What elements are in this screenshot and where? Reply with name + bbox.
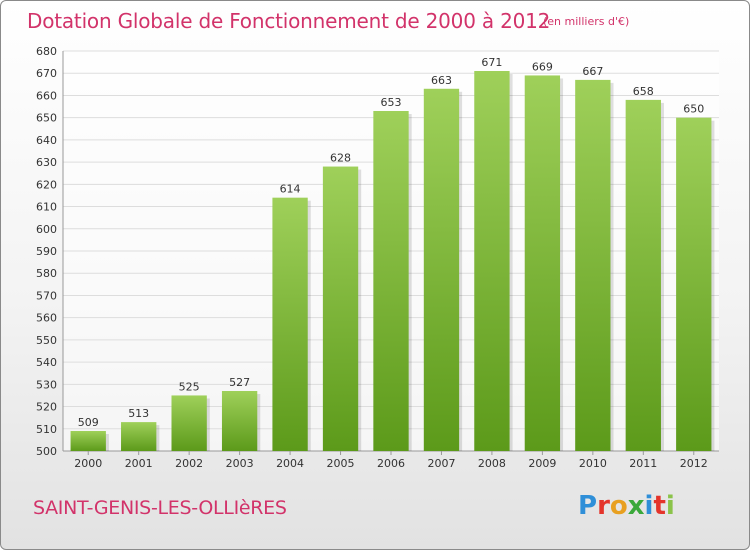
bar-2007 bbox=[423, 88, 460, 452]
commune-name: SAINT-GENIS-LES-OLLIèRES bbox=[33, 497, 287, 519]
data-label-2000: 509 bbox=[78, 416, 99, 429]
y-tick-label: 660 bbox=[36, 89, 57, 102]
x-tick-label: 2006 bbox=[377, 457, 405, 470]
data-label-2006: 653 bbox=[381, 96, 402, 109]
y-tick-label: 520 bbox=[36, 401, 57, 414]
data-label-2012: 650 bbox=[683, 103, 704, 116]
y-tick-label: 510 bbox=[36, 423, 57, 436]
x-tick-label: 2004 bbox=[276, 457, 304, 470]
x-tick-label: 2001 bbox=[125, 457, 153, 470]
data-label-2007: 663 bbox=[431, 74, 452, 87]
x-tick-label: 2010 bbox=[579, 457, 607, 470]
data-label-2001: 513 bbox=[128, 407, 149, 420]
y-tick-label: 570 bbox=[36, 289, 57, 302]
bar-2010 bbox=[575, 79, 611, 451]
x-tick-label: 2005 bbox=[327, 457, 355, 470]
logo-letter: P bbox=[578, 491, 598, 521]
bar-2002 bbox=[171, 395, 207, 451]
y-tick-label: 500 bbox=[36, 445, 57, 458]
proxiti-logo: Proxiti bbox=[578, 491, 675, 521]
logo-letter: t bbox=[653, 491, 666, 521]
logo-letter: i bbox=[665, 491, 675, 521]
x-tick-label: 2002 bbox=[175, 457, 203, 470]
y-tick-label: 610 bbox=[36, 201, 57, 214]
data-label-2011: 658 bbox=[633, 85, 654, 98]
y-tick-label: 630 bbox=[36, 156, 57, 169]
x-tick-label: 2009 bbox=[528, 457, 556, 470]
y-tick-label: 590 bbox=[36, 245, 57, 258]
bar-2009 bbox=[524, 75, 561, 451]
data-label-2002: 525 bbox=[179, 380, 200, 393]
y-tick-label: 530 bbox=[36, 378, 57, 391]
data-label-2009: 669 bbox=[532, 60, 553, 73]
bar-2008 bbox=[474, 71, 510, 451]
x-tick-label: 2008 bbox=[478, 457, 506, 470]
y-tick-label: 600 bbox=[36, 223, 57, 236]
bar-2000 bbox=[70, 431, 106, 451]
bar-2005 bbox=[322, 166, 359, 452]
bar-2011 bbox=[625, 99, 661, 451]
data-label-2004: 614 bbox=[280, 183, 301, 196]
y-tick-label: 650 bbox=[36, 112, 57, 125]
x-tick-label: 2007 bbox=[427, 457, 455, 470]
y-tick-label: 640 bbox=[36, 134, 57, 147]
bar-2012 bbox=[676, 117, 712, 452]
x-tick-label: 2003 bbox=[226, 457, 254, 470]
x-tick-label: 2011 bbox=[629, 457, 657, 470]
bar-2004 bbox=[272, 197, 308, 451]
y-tick-label: 580 bbox=[36, 267, 57, 280]
logo-letter: i bbox=[644, 491, 654, 521]
data-label-2010: 667 bbox=[582, 65, 603, 78]
data-labels: 509 513 525 527 614 628 653 663 671 669 667 658 650 bbox=[78, 56, 705, 429]
y-tick-label: 680 bbox=[36, 45, 57, 58]
y-tick-label: 670 bbox=[36, 67, 57, 80]
x-tick-label: 2000 bbox=[74, 457, 102, 470]
logo-letter: x bbox=[627, 491, 645, 521]
bar-2006 bbox=[373, 111, 409, 451]
bars bbox=[70, 71, 715, 452]
data-label-2005: 628 bbox=[330, 152, 351, 165]
chart-unit: (en milliers d'€) bbox=[543, 15, 630, 28]
y-tick-label: 560 bbox=[36, 312, 57, 325]
logo-letter: r bbox=[597, 491, 610, 521]
logo-letter: o bbox=[609, 491, 628, 521]
data-label-2003: 527 bbox=[229, 376, 250, 389]
chart-title: Dotation Globale de Fonctionnement de 20… bbox=[27, 9, 551, 33]
x-tick-label: 2012 bbox=[680, 457, 708, 470]
y-tick-label: 540 bbox=[36, 356, 57, 369]
y-tick-label: 620 bbox=[36, 178, 57, 191]
bar-2001 bbox=[121, 422, 157, 451]
y-tick-label: 550 bbox=[36, 334, 57, 347]
bar-2003 bbox=[221, 391, 258, 451]
data-label-2008: 671 bbox=[481, 56, 502, 69]
